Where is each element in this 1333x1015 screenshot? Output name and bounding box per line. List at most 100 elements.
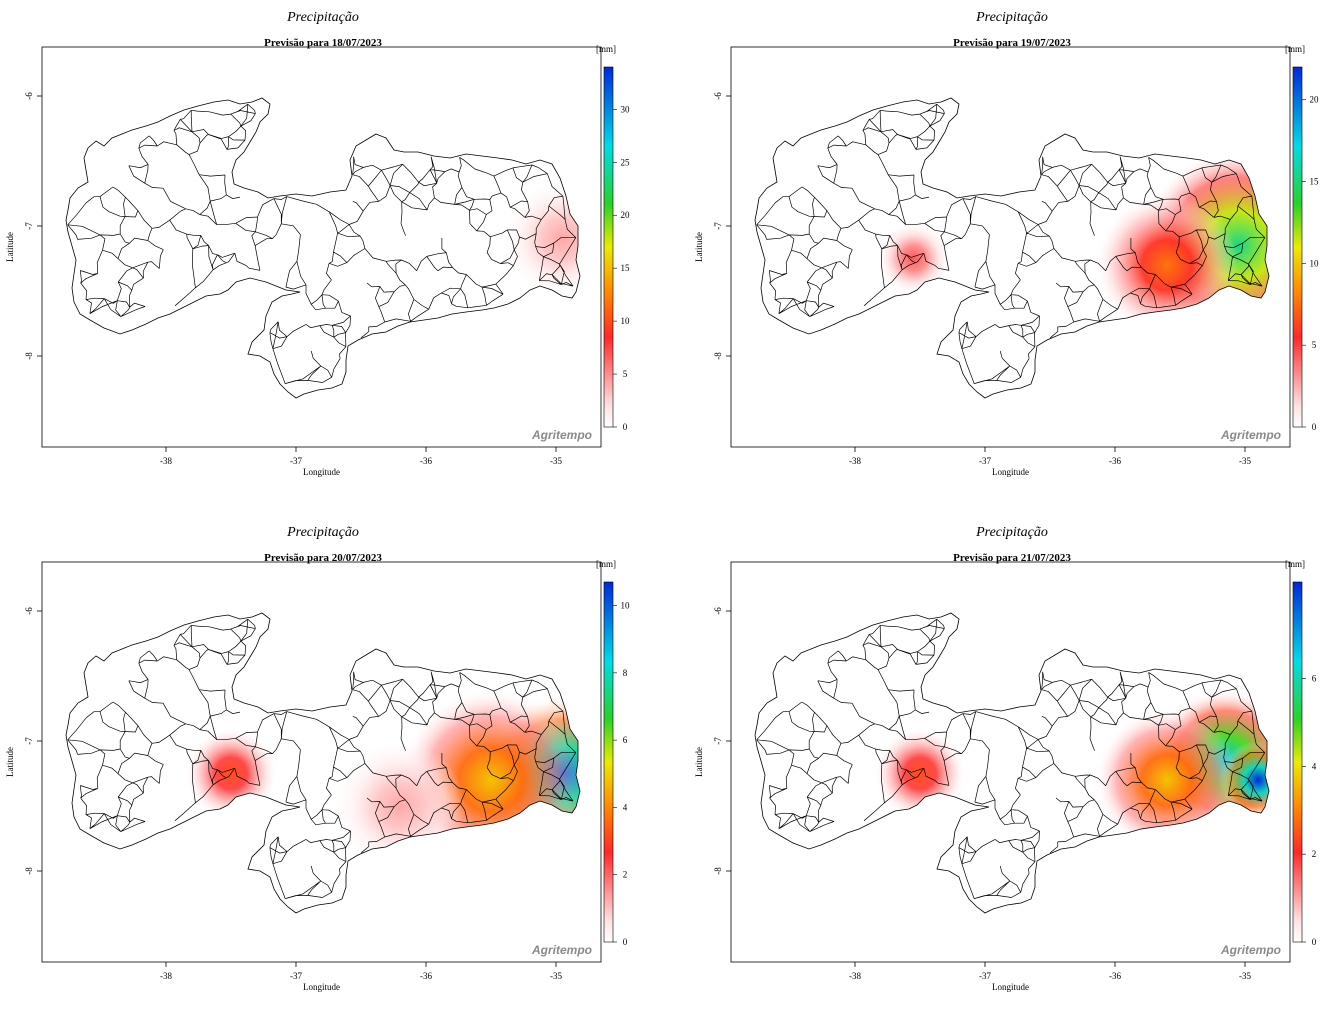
colorbar-tick-label: 2 <box>623 870 628 880</box>
rain-spot <box>504 180 580 298</box>
y-tick-label: -6 <box>24 607 34 615</box>
plot-frame <box>41 46 602 448</box>
y-tick-label: -7 <box>713 222 723 230</box>
colorbar <box>603 581 614 943</box>
precipitation-field <box>874 689 1269 852</box>
colorbar-tick-label: 4 <box>1312 761 1317 771</box>
map-svg: -38 -37 -36 -35 Longitude -6 -7 -8 Latitude 0 2 4 6 <box>694 561 1317 992</box>
municipality-boundaries <box>756 618 1266 899</box>
municipality-boundaries <box>67 103 577 384</box>
map-subtitle: Previsão para 21/07/2023 <box>953 552 1071 564</box>
colorbar-tick-label: 20 <box>621 210 631 220</box>
colorbar-tick-label: 6 <box>623 735 628 745</box>
agritempo-logo: Agritempo <box>532 428 592 442</box>
y-axis-label: Latitude <box>694 232 704 262</box>
rain-spot <box>877 222 950 295</box>
y-axis-label: Latitude <box>5 747 15 777</box>
x-tick-label: -36 <box>420 456 432 466</box>
x-axis-label: Longitude <box>992 982 1029 992</box>
map-panel-18-07: -38 -37 -36 -35 Longitude -6 -7 -8 Latitude 0 5 10 1… <box>0 0 666 500</box>
map-panel-21-07: -38 -37 -36 -35 Longitude -6 -7 -8 Latitude 0 2 4 6 … <box>689 515 1333 1015</box>
map-subtitle: Previsão para 20/07/2023 <box>264 552 382 564</box>
colorbar-tick-label: 15 <box>621 263 631 273</box>
map-title: Precipitação <box>287 10 359 25</box>
plot-frame <box>730 561 1291 963</box>
precipitation-field <box>877 148 1269 343</box>
colorbar-unit: [mm] <box>596 559 616 569</box>
rain-spot <box>1095 708 1239 852</box>
colorbar-tick-label: 0 <box>1312 422 1317 432</box>
colorbar-tick-label: 10 <box>1310 258 1320 268</box>
y-tick-label: -7 <box>24 222 34 230</box>
y-tick-label: -7 <box>24 737 34 745</box>
state-outline <box>754 97 1270 399</box>
colorbar-unit: [mm] <box>1285 559 1305 569</box>
colorbar-tick-label: 10 <box>621 316 631 326</box>
x-axis-label: Longitude <box>303 467 340 477</box>
x-tick-label: -37 <box>979 456 991 466</box>
map-svg: -38 -37 -36 -35 Longitude -6 -7 -8 Latitude 0 5 10 1… <box>5 46 631 477</box>
x-tick-label: -36 <box>1109 456 1121 466</box>
map-title: Precipitação <box>976 525 1048 540</box>
colorbar-tick-label: 2 <box>1312 849 1317 859</box>
map-svg: -38 -37 -36 -35 Longitude -6 -7 -8 Latitude 0 5 10 1… <box>694 46 1320 477</box>
y-tick-label: -6 <box>713 92 723 100</box>
plot-frame <box>730 46 1291 448</box>
y-tick-label: -6 <box>713 607 723 615</box>
x-axis-label: Longitude <box>992 467 1029 477</box>
agritempo-logo: Agritempo <box>1221 943 1281 957</box>
y-tick-label: -8 <box>24 352 34 360</box>
rain-spot <box>1095 193 1239 337</box>
colorbar-tick-label: 0 <box>623 422 628 432</box>
colorbar <box>1292 66 1303 428</box>
colorbar-tick-label: 15 <box>1310 177 1320 187</box>
y-tick-label: -6 <box>24 92 34 100</box>
municipality-boundaries <box>756 103 1266 384</box>
municipality-boundaries <box>67 618 577 899</box>
plot-frame <box>41 561 602 963</box>
x-tick-label: -35 <box>550 456 562 466</box>
y-tick-label: -8 <box>24 867 34 875</box>
x-tick-label: -38 <box>160 971 172 981</box>
map-title: Precipitação <box>287 525 359 540</box>
map-title: Precipitação <box>976 10 1048 25</box>
map-subtitle: Previsão para 19/07/2023 <box>953 37 1071 49</box>
x-tick-label: -35 <box>1239 456 1251 466</box>
state-outline <box>65 612 581 914</box>
colorbar-tick-label: 30 <box>621 104 631 114</box>
colorbar-tick-label: 5 <box>623 369 628 379</box>
colorbar-tick-label: 5 <box>1312 340 1317 350</box>
y-tick-label: -8 <box>713 867 723 875</box>
map-subtitle: Previsão para 18/07/2023 <box>264 37 382 49</box>
map-svg: -38 -37 -36 -35 Longitude -6 -7 -8 Latitude 0 2 4 6 8… <box>5 561 631 992</box>
colorbar-tick-label: 10 <box>621 601 631 611</box>
colorbar <box>1292 581 1303 943</box>
x-tick-label: -35 <box>550 971 562 981</box>
map-panel-19-07: -38 -37 -36 -35 Longitude -6 -7 -8 Latitude 0 5 10 1… <box>689 0 1333 500</box>
x-tick-label: -37 <box>290 971 302 981</box>
x-tick-label: -37 <box>290 456 302 466</box>
state-outline <box>65 97 581 399</box>
precipitation-field <box>185 689 580 871</box>
colorbar-unit: [mm] <box>1285 44 1305 54</box>
x-tick-label: -36 <box>420 971 432 981</box>
colorbar <box>603 66 614 428</box>
x-tick-label: -38 <box>849 456 861 466</box>
y-tick-label: -7 <box>713 737 723 745</box>
x-axis-label: Longitude <box>303 982 340 992</box>
y-axis-label: Latitude <box>5 232 15 262</box>
agritempo-logo: Agritempo <box>1221 428 1281 442</box>
precipitation-field <box>504 180 580 298</box>
state-outline <box>754 612 1270 914</box>
agritempo-logo: Agritempo <box>532 943 592 957</box>
map-panel-20-07: -38 -37 -36 -35 Longitude -6 -7 -8 Latitude 0 2 4 6 8… <box>0 515 666 1015</box>
colorbar-tick-label: 20 <box>1310 95 1320 105</box>
y-axis-label: Latitude <box>694 747 704 777</box>
colorbar-tick-label: 8 <box>623 668 628 678</box>
x-tick-label: -37 <box>979 971 991 981</box>
colorbar-tick-label: 0 <box>623 937 628 947</box>
colorbar-tick-label: 0 <box>1312 937 1317 947</box>
colorbar-tick-label: 6 <box>1312 674 1317 684</box>
colorbar-tick-label: 4 <box>623 802 628 812</box>
colorbar-unit: [mm] <box>596 44 616 54</box>
